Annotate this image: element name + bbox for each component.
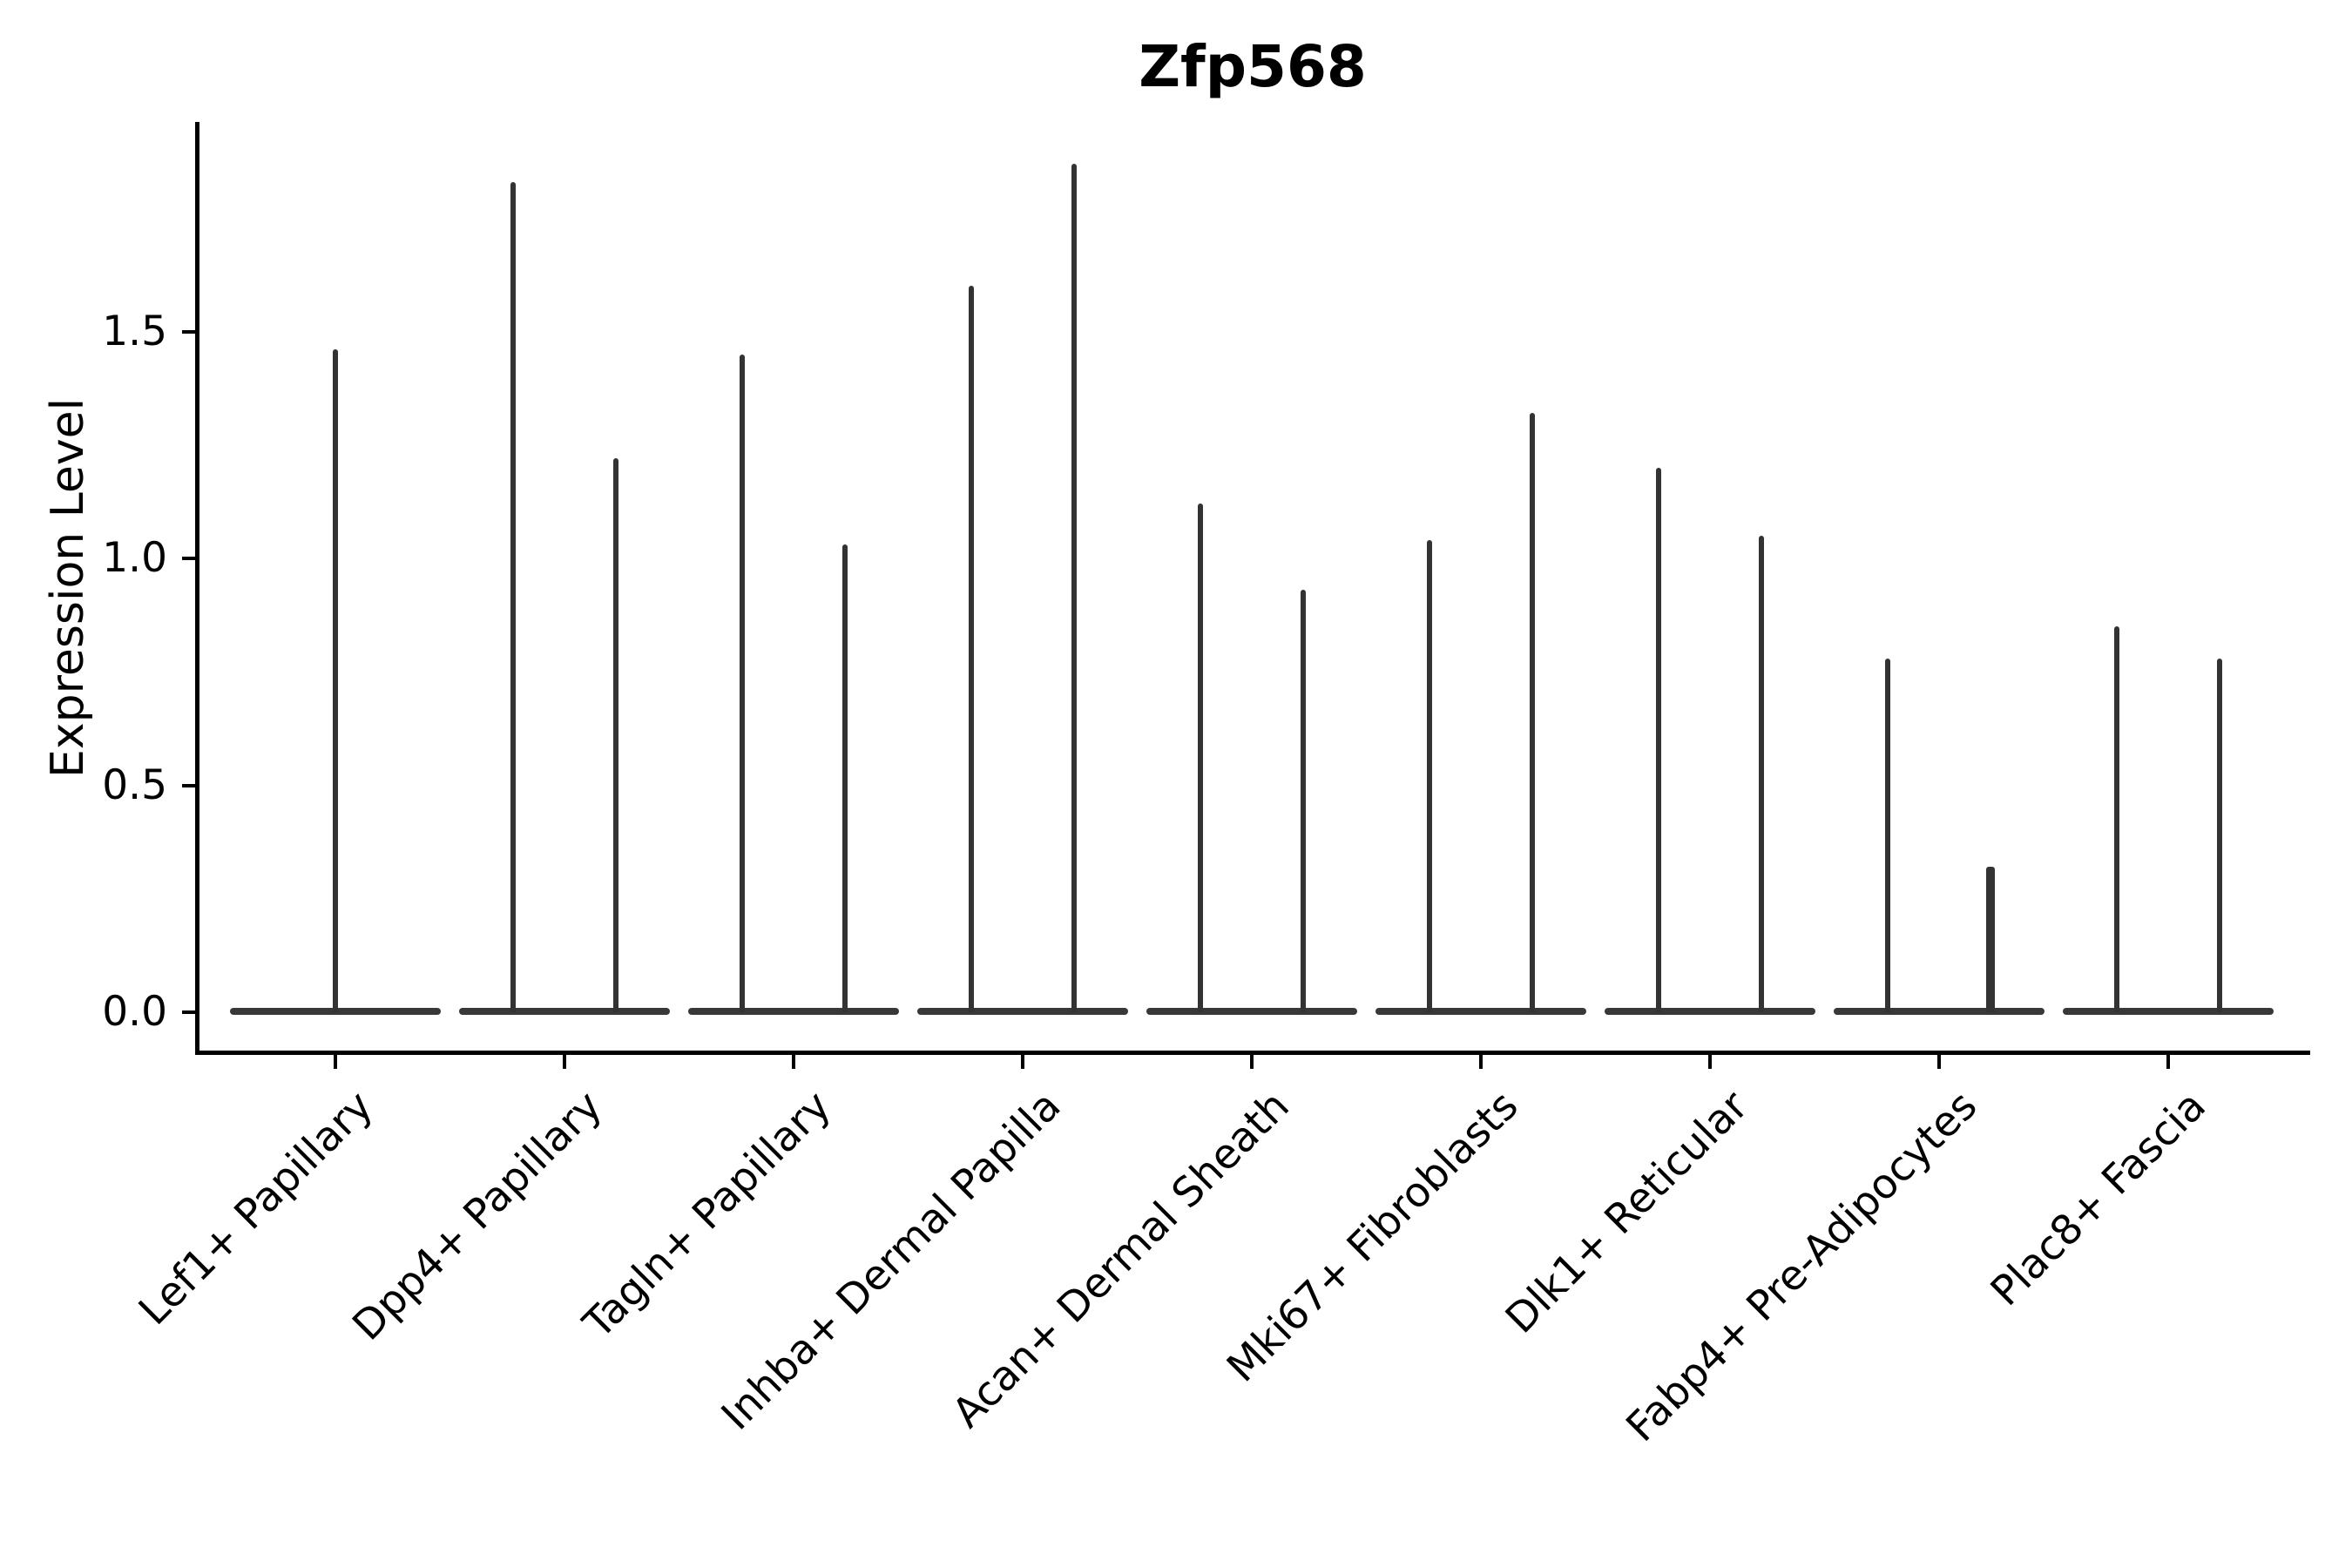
y-tick-mark — [182, 1010, 196, 1014]
x-tick-label: Lef1+ Papillary — [129, 1082, 382, 1335]
x-tick-mark — [1937, 1055, 1941, 1069]
violin-spike — [333, 349, 338, 1012]
violin-base — [2063, 1008, 2274, 1015]
violin-spike — [1071, 163, 1077, 1012]
violin-spike — [1656, 467, 1661, 1012]
x-tick-mark — [1708, 1055, 1712, 1069]
x-tick-mark — [334, 1055, 337, 1069]
y-tick-label: 0.5 — [102, 760, 167, 809]
violin-spike — [842, 544, 848, 1012]
y-axis-label: Expression Level — [42, 397, 94, 779]
violin-spike — [969, 286, 974, 1012]
violin-spike — [613, 458, 618, 1012]
x-tick-mark — [2166, 1055, 2170, 1069]
y-tick-label: 1.5 — [102, 307, 167, 355]
violin-spike — [1986, 867, 1995, 1012]
violin-base — [1146, 1008, 1357, 1015]
x-tick-label: Plac8+ Fascia — [1981, 1082, 2215, 1315]
chart-title: Zfp568 — [1139, 33, 1367, 100]
x-tick-label: Dlk1+ Reticular — [1496, 1082, 1757, 1343]
violin-base — [459, 1008, 670, 1015]
y-axis-spine — [195, 122, 199, 1055]
x-tick-mark — [1479, 1055, 1483, 1069]
x-axis-spine — [195, 1051, 2310, 1055]
violin-base — [1834, 1008, 2044, 1015]
y-tick-mark — [182, 783, 196, 787]
violin-spike — [1885, 658, 1890, 1012]
violin-base — [917, 1008, 1128, 1015]
violin-base — [1605, 1008, 1815, 1015]
violin-spike — [1759, 535, 1764, 1012]
violin-spike — [1427, 540, 1432, 1012]
x-tick-mark — [1021, 1055, 1024, 1069]
violin-spike — [1301, 590, 1306, 1012]
x-tick-mark — [563, 1055, 566, 1069]
x-tick-mark — [792, 1055, 795, 1069]
violin-base — [1375, 1008, 1586, 1015]
violin-spike — [1530, 413, 1535, 1012]
x-tick-mark — [1250, 1055, 1254, 1069]
violin-spike — [1198, 504, 1203, 1012]
y-tick-mark — [182, 557, 196, 560]
violin-spike — [2217, 658, 2222, 1012]
violin-spike — [740, 354, 745, 1012]
violin-spike — [510, 181, 516, 1012]
violin-spike — [2114, 626, 2119, 1012]
y-tick-label: 0.0 — [102, 988, 167, 1036]
x-tick-label: Tagln+ Papillary — [574, 1082, 841, 1348]
y-tick-mark — [182, 329, 196, 334]
y-tick-label: 1.0 — [102, 534, 167, 582]
x-tick-label: Dpp4+ Papillary — [343, 1082, 612, 1350]
violin-base — [688, 1008, 899, 1015]
